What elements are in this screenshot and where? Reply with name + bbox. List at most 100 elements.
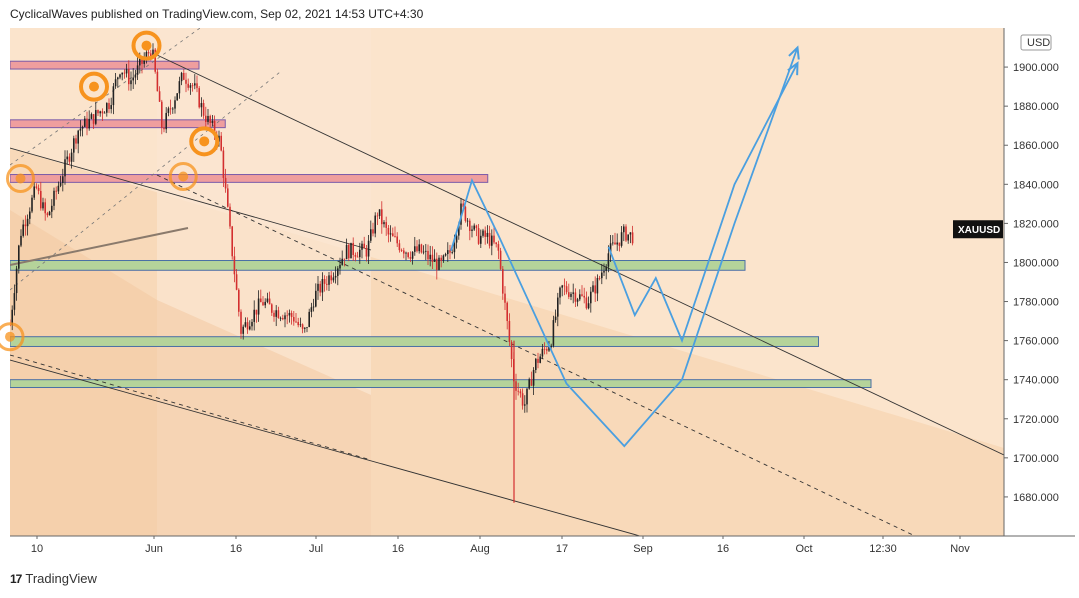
candle-body (616, 242, 618, 245)
candle-body (334, 275, 337, 278)
candle-body (508, 321, 511, 342)
time-scale-area (10, 536, 1075, 562)
candle-body (473, 225, 475, 230)
x-tick-label: 17 (556, 543, 568, 555)
candle-body (106, 103, 108, 113)
candle-body (541, 348, 544, 357)
candle-body (117, 77, 119, 80)
x-tick-label: Nov (950, 543, 970, 555)
candle-body (251, 321, 253, 327)
candle-body (95, 110, 97, 124)
y-tick-label: 1840.000 (1013, 179, 1059, 191)
candle-body (262, 302, 264, 306)
candle-body (81, 126, 84, 129)
candle-body (565, 286, 568, 293)
candle-body (332, 277, 335, 281)
target-dot-icon (89, 81, 99, 92)
candle-body (480, 235, 482, 244)
candle-body (295, 321, 297, 323)
candle-body (304, 327, 306, 329)
candle-body (110, 105, 112, 110)
candle-body (517, 390, 519, 392)
y-tick-label: 1880.000 (1013, 101, 1059, 113)
candle-body (176, 93, 178, 101)
candle-body (570, 293, 572, 297)
candle-body (414, 246, 416, 252)
candle-body (493, 235, 495, 243)
x-tick-label: Sep (633, 543, 653, 555)
resistance-zone-2 (10, 119, 226, 129)
channel-upper-line (156, 54, 1004, 456)
candle-body (59, 182, 62, 186)
tradingview-logo-icon[interactable]: 17 (10, 571, 22, 586)
candle-body (352, 242, 354, 256)
candle-body (37, 187, 40, 191)
candle-body (84, 118, 86, 127)
candle-body (40, 190, 42, 209)
candle-body (68, 156, 71, 162)
candle-body (449, 250, 451, 253)
candle-body (301, 324, 304, 329)
candle-body (337, 268, 339, 276)
candle-body (33, 186, 35, 198)
candle-body (407, 252, 409, 258)
candle-body (530, 379, 533, 386)
candle-body (554, 316, 557, 321)
candle-body (288, 312, 291, 316)
forecast-path-main (450, 47, 799, 448)
candle-body (11, 309, 13, 326)
candle-body (620, 232, 623, 246)
forecast-paths (450, 45, 800, 448)
candle-body (376, 215, 379, 217)
y-tick-label: 1680.000 (1013, 492, 1059, 504)
target-dot-icon (141, 40, 152, 51)
candle-body (156, 71, 159, 92)
candle-body (260, 298, 262, 303)
candle-body (440, 257, 442, 261)
tradingview-brand[interactable]: TradingView (25, 571, 97, 586)
candle-body (143, 58, 145, 64)
candle-body (504, 293, 506, 303)
candle-body (612, 242, 614, 244)
candle-body (284, 315, 286, 320)
candle-body (147, 52, 150, 54)
candle-body (528, 379, 530, 389)
candle-body (429, 254, 431, 260)
axes: 1680.000 1700.000 1720.000 1740.000 1760.000… (10, 28, 1075, 562)
support-zone-6 (10, 379, 872, 389)
target-ring-icon (168, 161, 198, 191)
candle-body (319, 283, 321, 293)
candle-body (381, 209, 383, 225)
candle-body (453, 242, 456, 253)
candle-body (506, 302, 508, 322)
footer: 17 TradingView (10, 571, 97, 586)
candle-body (543, 348, 546, 350)
candle-body (257, 298, 260, 315)
candle-body (10, 324, 11, 326)
candle-body (372, 229, 374, 234)
candle-body (462, 203, 464, 207)
candle-body (354, 255, 357, 257)
candle-body (579, 294, 581, 300)
candle-body (97, 110, 99, 114)
candle-body (123, 72, 126, 74)
candle-body (194, 83, 196, 86)
candle-body (400, 250, 403, 251)
candle-body (77, 130, 79, 144)
x-tick-label: 16 (717, 543, 729, 555)
candle-body (561, 285, 563, 288)
candle-body (484, 230, 486, 237)
candle-body (519, 391, 522, 394)
symbol-label: XAUUSD (958, 225, 1000, 236)
target-dot-icon (5, 331, 15, 342)
x-tick-label: 10 (31, 543, 43, 555)
candle-body (13, 293, 16, 310)
candle-body (510, 341, 513, 360)
target-ring-icon (189, 126, 220, 157)
x-tick-label: Aug (470, 543, 490, 555)
x-tick-label: 16 (392, 543, 404, 555)
candle-body (471, 229, 473, 231)
y-tick-label: 1740.000 (1013, 375, 1059, 387)
candle-body (548, 347, 550, 351)
